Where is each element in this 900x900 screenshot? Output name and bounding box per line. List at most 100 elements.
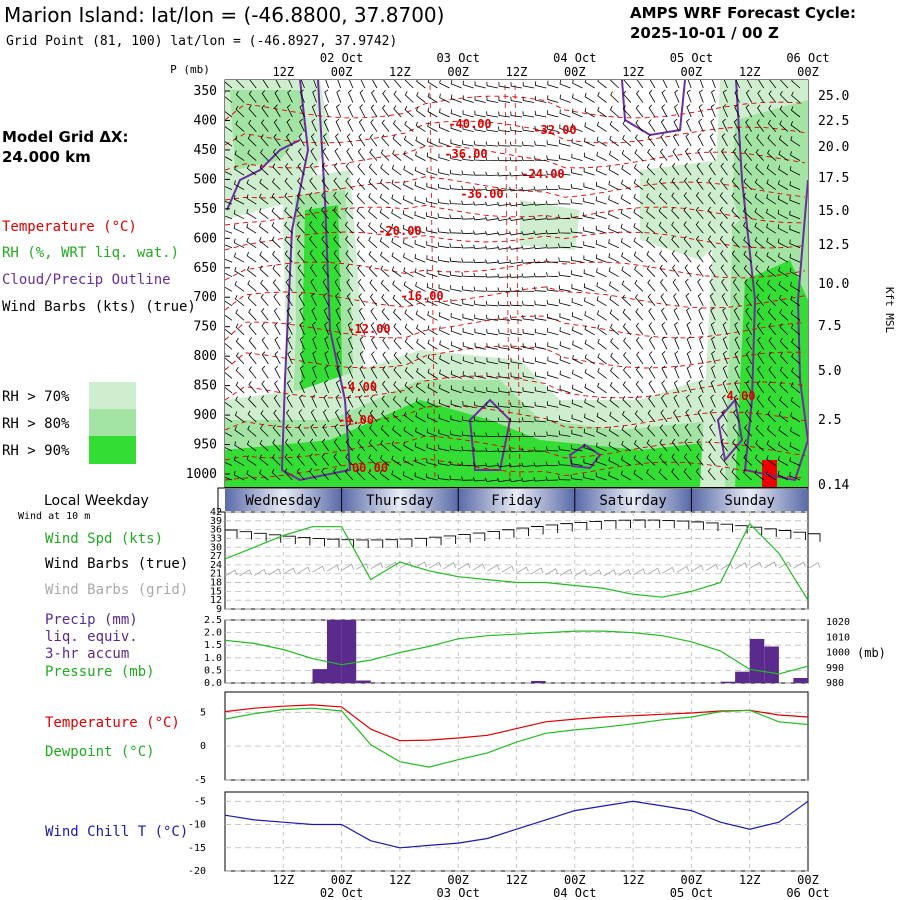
wind-barb [357,424,366,437]
wind-barb [597,382,607,394]
wind-barb-grid [516,566,529,574]
wind-barb [225,338,233,350]
wind-barb [660,307,668,321]
wind-barb [311,379,317,394]
wind-barb [426,283,438,292]
wind-barb [462,140,474,147]
wind-barb [571,429,583,437]
top-date-label: 05 Oct [670,51,713,65]
temp-label: -12.00 [347,322,390,336]
wind-barb [521,259,535,264]
wind-barb [415,121,426,132]
wind-barb [393,337,402,350]
wind-barb [335,118,342,132]
wind-barb [584,368,595,379]
wind-barb [755,163,764,176]
wind-barb [287,322,293,335]
wind-barb [297,148,305,161]
wind-barb [474,314,486,321]
wind-barb [336,321,342,335]
wind-barb [235,366,245,379]
wind-barb [623,337,632,350]
wind-barb [370,336,378,350]
precip-bar [735,671,750,683]
wind-barb [671,192,680,205]
wind-barb [756,395,765,408]
wind-barb [522,328,535,336]
wind-barb [259,178,269,190]
wind-barb [779,120,789,132]
wind-barb [416,80,426,89]
wind-barb [733,293,740,307]
wind-barb [707,468,716,481]
wind-barb [621,164,632,176]
wind-barb [439,326,450,336]
wind-barb [622,381,632,394]
wind-barb [360,80,366,89]
wind-barb [522,111,535,118]
windchill-tick-label: -20 [188,866,206,877]
wind-barb-grid [501,565,515,573]
wind-barb [609,411,619,423]
wind-barb [734,380,740,394]
wind-barb-grid [341,563,355,571]
wind-barb-grid [253,568,267,576]
wind-barb [766,440,777,452]
wind-barb [324,104,330,118]
wind-barb [381,410,390,423]
wind-barb [449,199,462,205]
wind-barb [225,215,233,220]
wind-barb [298,293,305,306]
wind-barb [635,119,644,132]
wind-barb [696,250,704,263]
wind-barb [635,308,644,321]
wind-barb [522,141,535,147]
wind-barb [707,192,716,205]
wind-barb [621,149,632,161]
wind-barb [272,279,281,292]
wind-barb [403,456,414,466]
wind-barb [225,447,233,452]
wind-barb [321,438,330,452]
top-date-label: 06 Oct [786,51,829,65]
bottom-date-label: 03 Oct [437,886,480,900]
wind-barb [379,222,390,234]
wind-barb [755,265,764,277]
wind-barb [533,258,547,264]
wind-barb [597,80,607,89]
wind-barb [699,80,704,89]
precip-bar [793,678,808,683]
wind-barb [356,468,366,481]
wind-barb [324,379,330,394]
wind-barb [225,230,233,234]
wind-barb [274,365,281,379]
wind-barb [438,399,450,408]
wind-barb [777,209,789,220]
wind-barb [621,280,632,292]
model-grid-title: Model Grid ΔX: [2,128,129,146]
wind-barb [620,470,632,481]
wind-tick-label: 21 [210,569,222,580]
wind-barb [633,237,644,249]
wind-barb-grid [297,566,311,574]
wind-barb [659,148,668,161]
wind-barb-true [399,538,413,548]
wind-barb [731,468,740,481]
wind-barb [333,453,342,466]
wind-barb [261,351,269,365]
wind-barb [686,336,692,350]
wind-barb [324,89,330,103]
wind-barb [359,365,366,379]
wind-barb [311,394,317,408]
wind-barb [322,264,330,277]
wind-barb [570,242,583,249]
wind-barb [426,182,438,190]
wind-barb-grid [618,568,631,576]
wind-barb [288,80,293,89]
wind-barb [438,138,450,147]
wind-barb [323,133,330,147]
wind-barb [358,118,366,132]
temperature-panel: 50-5 Temperature (°C) Dewpoint (°C) [45,691,809,786]
wind-barb [297,424,305,437]
wind-barb [698,321,704,335]
